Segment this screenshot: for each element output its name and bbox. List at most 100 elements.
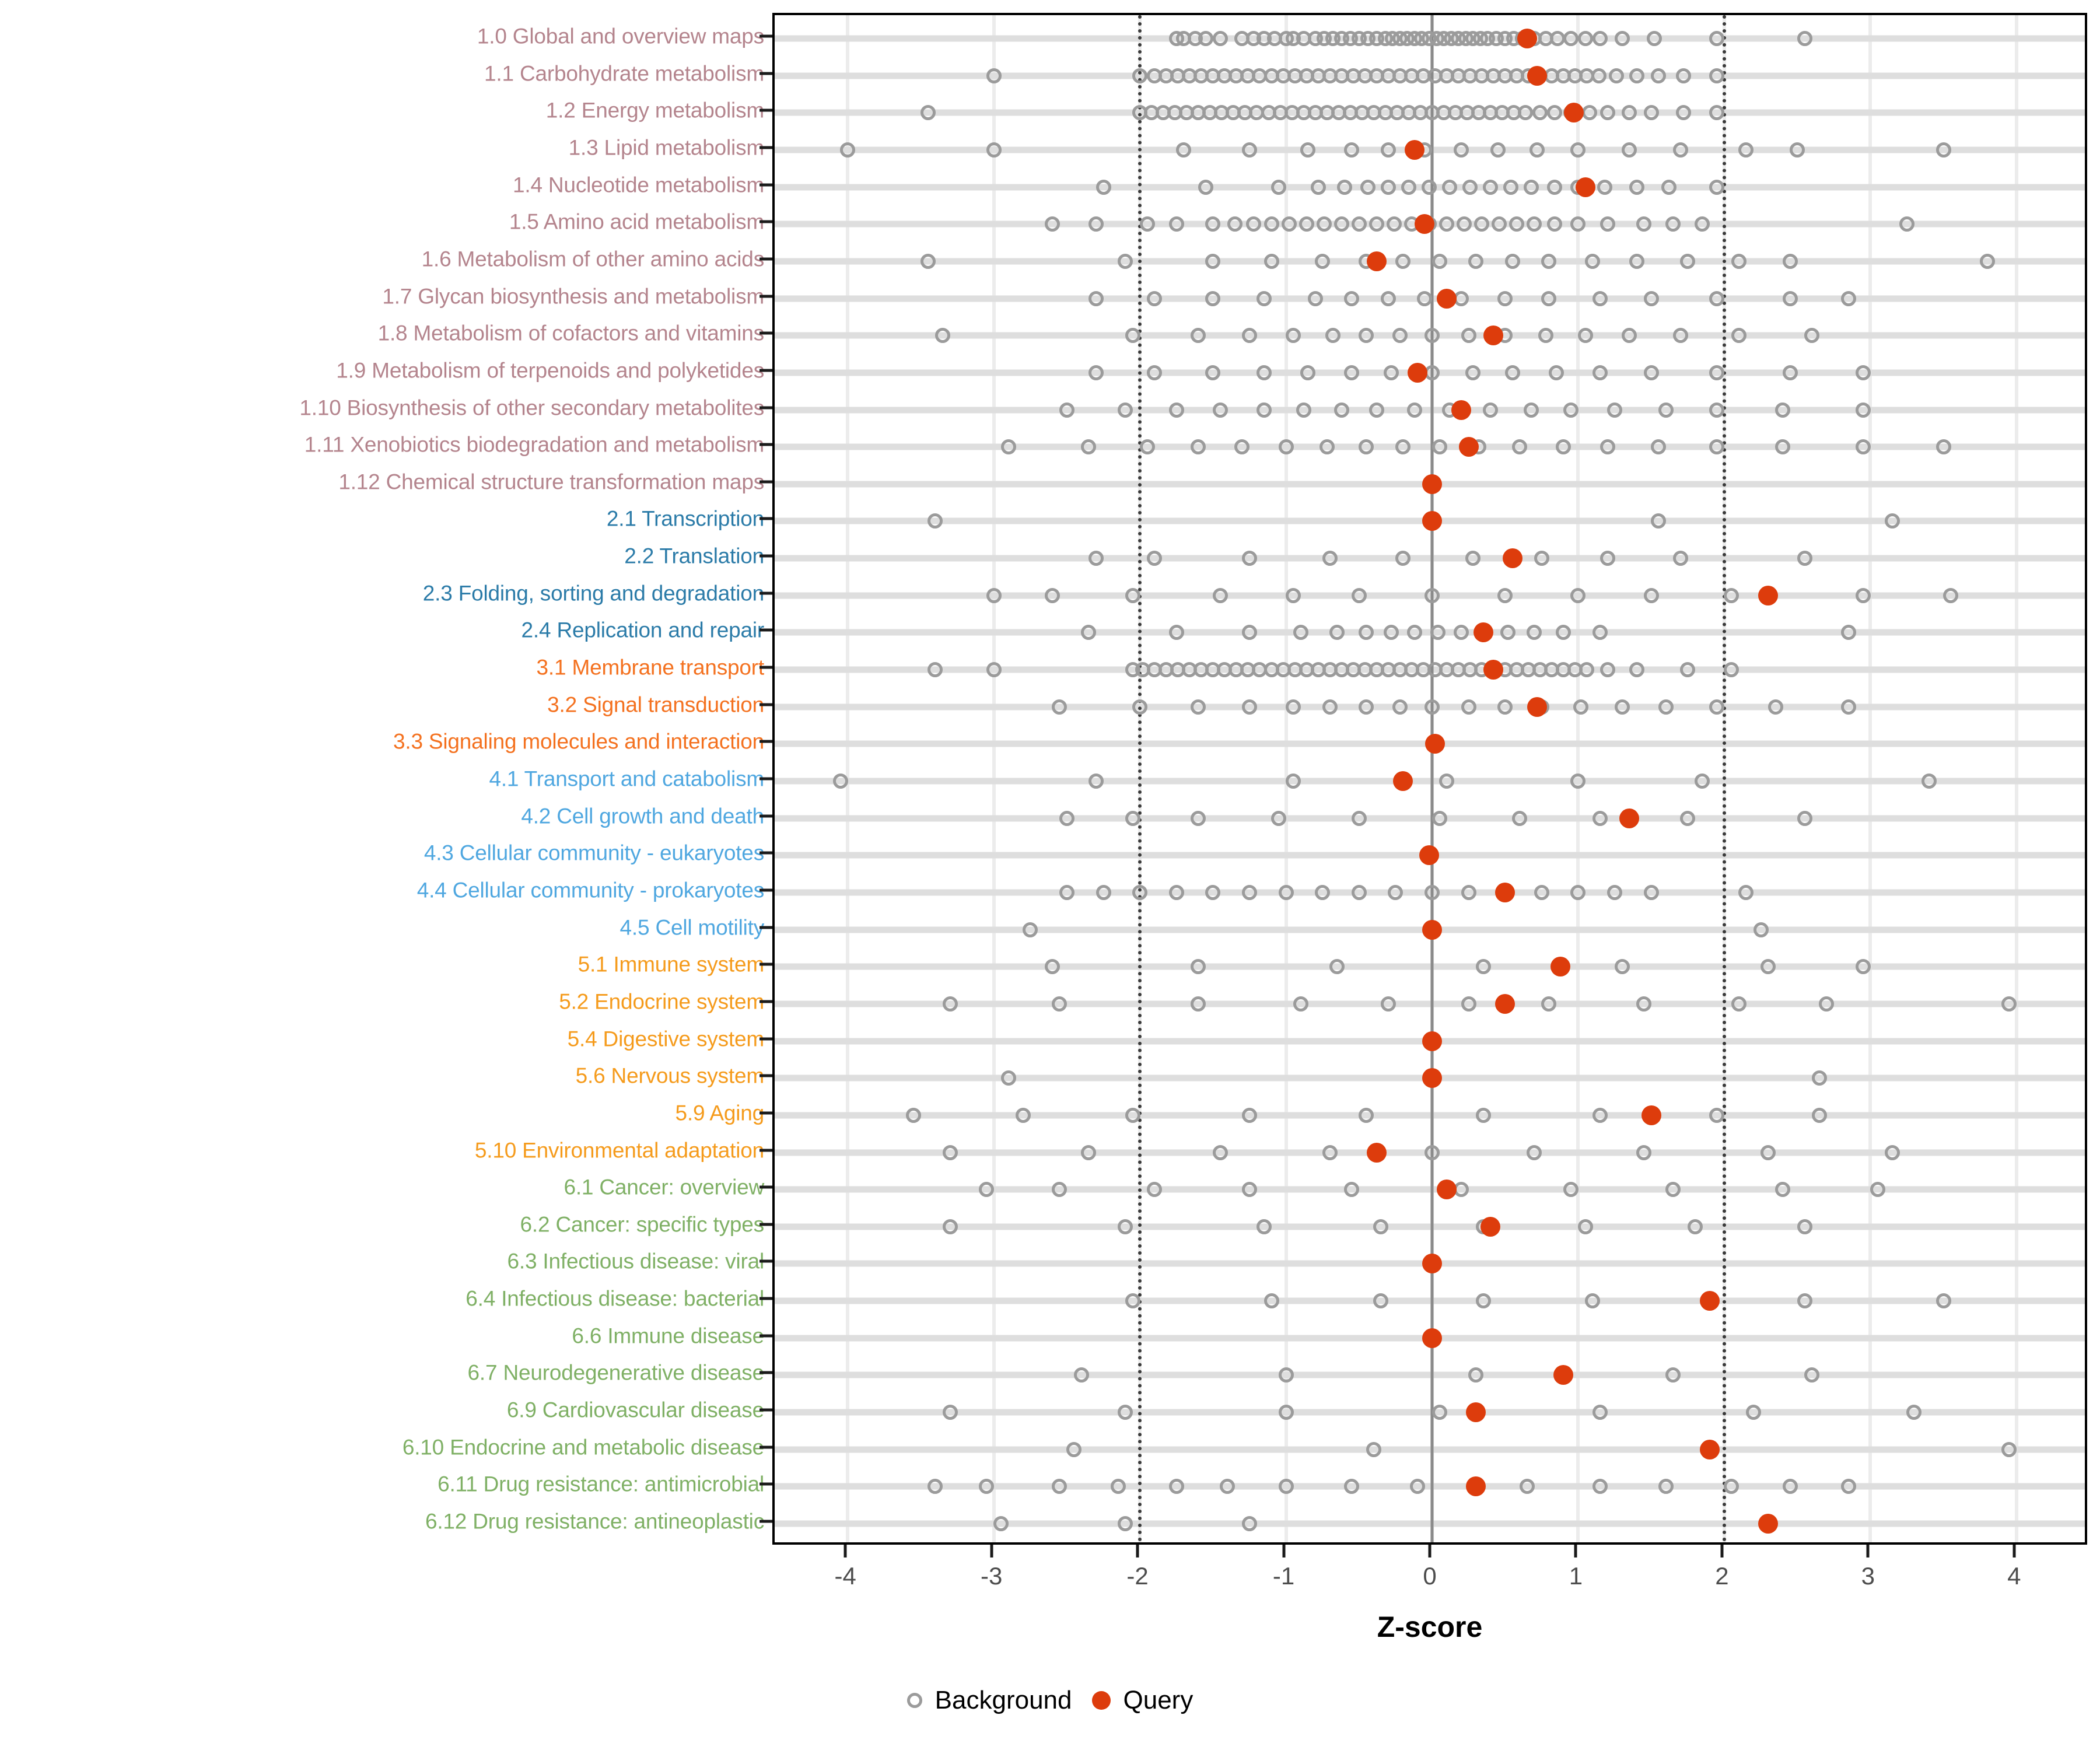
background-point [1044, 587, 1060, 603]
background-point [1465, 365, 1481, 380]
y-axis-label[interactable]: 1.11 Xenobiotics biodegradation and meta… [304, 432, 764, 457]
background-point [942, 1144, 958, 1160]
y-axis-label[interactable]: 1.12 Chemical structure transformation m… [338, 470, 764, 494]
y-axis-label[interactable]: 2.3 Folding, sorting and degradation [422, 581, 764, 606]
query-point [1527, 696, 1548, 717]
background-point [1241, 1107, 1257, 1123]
background-point [1000, 439, 1016, 455]
y-axis-tick [760, 1482, 772, 1486]
y-axis-label[interactable]: 6.4 Infectious disease: bacterial [466, 1286, 764, 1311]
background-point [1125, 587, 1140, 603]
background-point [1132, 884, 1148, 900]
y-axis-tick [760, 1149, 772, 1152]
y-axis-label[interactable]: 6.7 Neurodegenerative disease [467, 1360, 765, 1385]
background-point [1592, 1405, 1608, 1420]
background-point [920, 105, 936, 121]
y-axis-label[interactable]: 5.6 Nervous system [575, 1063, 765, 1088]
query-point [1466, 1476, 1486, 1497]
background-point [1782, 253, 1798, 269]
y-axis-label[interactable]: 6.1 Cancer: overview [564, 1175, 764, 1199]
y-axis-label[interactable]: 3.3 Signaling molecules and interaction [393, 729, 764, 754]
query-point [1483, 660, 1504, 680]
y-axis-label[interactable]: 1.6 Metabolism of other amino acids [421, 247, 765, 271]
y-axis-label[interactable]: 5.9 Aging [675, 1101, 764, 1125]
query-point [1415, 214, 1435, 235]
y-axis-label[interactable]: 3.1 Membrane transport [536, 655, 765, 680]
background-point [1168, 1479, 1184, 1494]
y-axis-tick [760, 1446, 772, 1449]
background-point [1300, 142, 1316, 158]
y-axis-label[interactable]: 2.2 Translation [624, 544, 764, 568]
y-axis-tick [760, 220, 772, 223]
background-point [1366, 1441, 1381, 1457]
background-point [1775, 1182, 1791, 1198]
background-point [1672, 142, 1688, 158]
background-point [1401, 179, 1416, 195]
legend-item-query[interactable]: Query [1091, 1686, 1193, 1715]
y-axis-label[interactable]: 4.3 Cellular community - eukaryotes [424, 841, 764, 865]
background-point [1804, 1367, 1820, 1383]
y-axis-label[interactable]: 6.12 Drug resistance: antineoplastic [425, 1509, 764, 1534]
background-point [1573, 699, 1589, 715]
y-axis-label[interactable]: 4.2 Cell growth and death [521, 804, 764, 828]
background-point [1855, 439, 1871, 455]
y-axis-label[interactable]: 1.3 Lipid metabolism [568, 135, 765, 160]
x-axis-tick [1136, 1545, 1139, 1558]
y-axis-label[interactable]: 4.1 Transport and catabolism [489, 766, 764, 791]
background-point [1383, 365, 1399, 380]
background-point [1457, 216, 1472, 232]
y-axis-label[interactable]: 5.2 Endocrine system [559, 989, 764, 1014]
y-axis-label[interactable]: 4.5 Cell motility [620, 915, 765, 940]
background-point [1052, 996, 1068, 1012]
y-axis-label[interactable]: 6.3 Infectious disease: viral [507, 1249, 765, 1273]
y-axis-label[interactable]: 3.2 Signal transduction [547, 692, 764, 717]
y-axis-label[interactable]: 1.7 Glycan biosynthesis and metabolism [382, 284, 764, 309]
y-axis-label[interactable]: 5.4 Digestive system [567, 1027, 765, 1051]
y-axis-label[interactable]: 1.0 Global and overview maps [477, 24, 764, 48]
y-axis-label[interactable]: 1.10 Biosynthesis of other secondary met… [299, 396, 764, 419]
background-point [1570, 142, 1586, 158]
background-point [1490, 142, 1506, 158]
background-point [1547, 216, 1563, 232]
background-point [832, 774, 848, 789]
y-axis-label[interactable]: 5.10 Environmental adaptation [474, 1138, 764, 1162]
background-point [1406, 402, 1422, 418]
y-axis-label[interactable]: 1.4 Nucleotide metabolism [513, 173, 764, 197]
y-axis-label[interactable]: 1.8 Metabolism of cofactors and vitamins [377, 321, 765, 345]
y-axis-tick [760, 146, 772, 149]
y-axis-label[interactable]: 1.5 Amino acid metabolism [509, 209, 764, 234]
background-point [1052, 699, 1068, 715]
background-point [1271, 810, 1287, 826]
background-point [1665, 216, 1681, 232]
background-point [1592, 290, 1608, 306]
y-axis-label[interactable]: 1.9 Metabolism of terpenoids and polyket… [336, 358, 764, 383]
background-point [1782, 365, 1798, 380]
y-axis-label[interactable]: 5.1 Immune system [578, 952, 765, 977]
background-point [1227, 216, 1242, 232]
background-point [1665, 1367, 1681, 1383]
y-axis-label[interactable]: 4.4 Cellular community - prokaryotes [416, 878, 764, 902]
y-axis-label[interactable]: 6.11 Drug resistance: antimicrobial [438, 1472, 764, 1496]
background-point [1334, 402, 1349, 418]
y-axis-label[interactable]: 6.10 Endocrine and metabolic disease [402, 1435, 764, 1460]
x-axis-tick [1866, 1545, 1870, 1558]
background-point [1278, 1367, 1294, 1383]
y-axis-label[interactable]: 2.4 Replication and repair [521, 618, 765, 642]
y-axis-label[interactable]: 6.6 Immune disease [572, 1324, 764, 1348]
y-axis-label[interactable]: 1.2 Energy metabolism [545, 98, 764, 123]
background-point [1424, 699, 1440, 715]
y-axis-tick [760, 295, 772, 298]
background-point [1424, 587, 1440, 603]
background-point [2001, 1441, 2017, 1457]
y-axis-label[interactable]: 6.9 Cardiovascular disease [506, 1398, 764, 1422]
background-point [1088, 216, 1104, 232]
y-axis-label[interactable]: 2.1 Transcription [606, 506, 764, 531]
background-point [1264, 253, 1279, 269]
y-axis-label[interactable]: 6.2 Cancer: specific types [520, 1212, 765, 1237]
background-point [1329, 625, 1345, 640]
y-axis-label[interactable]: 1.1 Carbohydrate metabolism [484, 61, 764, 86]
legend-item-background[interactable]: Background [907, 1686, 1072, 1715]
y-axis-tick [760, 1037, 772, 1041]
plot-panel [772, 13, 2087, 1545]
background-point [1191, 996, 1206, 1012]
